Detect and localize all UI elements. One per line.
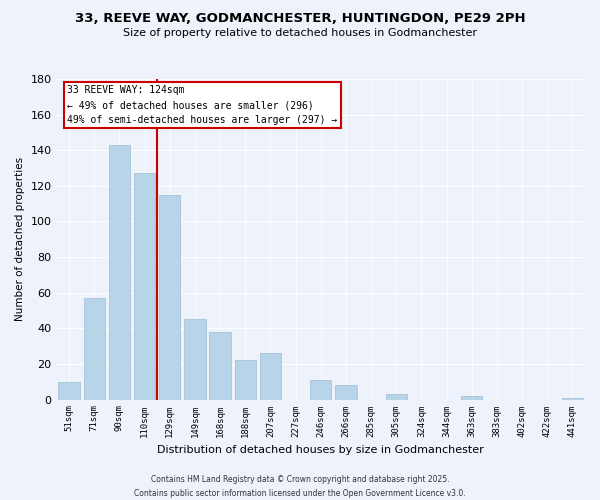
Text: Contains HM Land Registry data © Crown copyright and database right 2025.
Contai: Contains HM Land Registry data © Crown c… [134,476,466,498]
Bar [386,394,407,400]
Bar [209,332,231,400]
Text: Size of property relative to detached houses in Godmanchester: Size of property relative to detached ho… [123,28,477,38]
Bar [184,320,206,400]
X-axis label: Distribution of detached houses by size in Godmanchester: Distribution of detached houses by size … [157,445,484,455]
Bar [335,386,356,400]
Y-axis label: Number of detached properties: Number of detached properties [15,157,25,322]
Bar [260,354,281,400]
Text: 33, REEVE WAY, GODMANCHESTER, HUNTINGDON, PE29 2PH: 33, REEVE WAY, GODMANCHESTER, HUNTINGDON… [74,12,526,26]
Bar [562,398,583,400]
Text: 33 REEVE WAY: 124sqm
← 49% of detached houses are smaller (296)
49% of semi-deta: 33 REEVE WAY: 124sqm ← 49% of detached h… [67,86,337,125]
Bar [461,396,482,400]
Bar [109,145,130,400]
Bar [235,360,256,400]
Bar [58,382,80,400]
Bar [159,195,181,400]
Bar [83,298,105,400]
Bar [310,380,331,400]
Bar [134,174,155,400]
